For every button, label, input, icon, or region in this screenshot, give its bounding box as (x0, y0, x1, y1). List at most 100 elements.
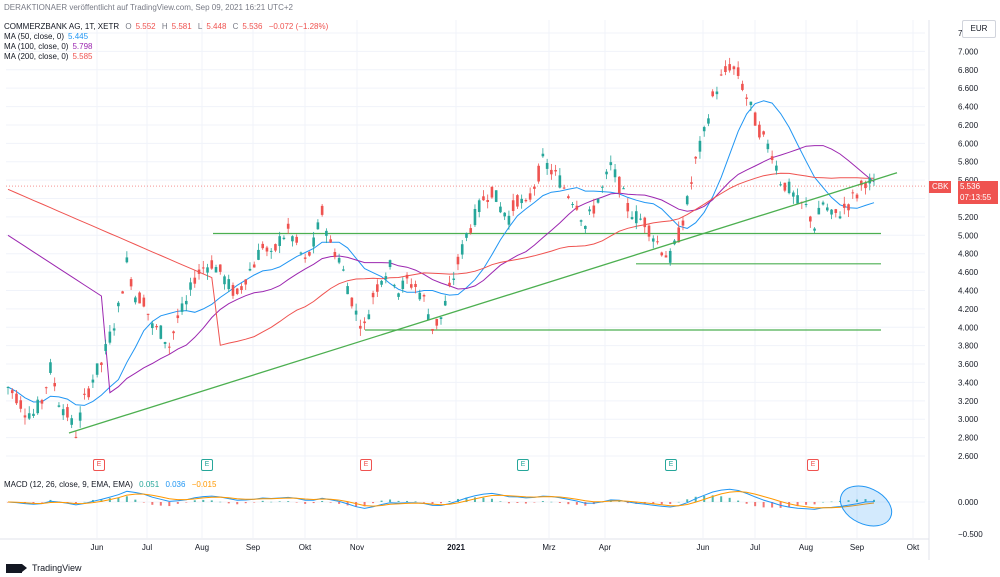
ma200-legend[interactable]: MA (200, close, 0) 5.585 (4, 52, 93, 61)
candle-body (329, 239, 332, 243)
candle-body (376, 284, 379, 292)
candle-body (575, 205, 579, 210)
macd-histogram-bar (312, 502, 315, 504)
moving-average-line (7, 145, 875, 394)
candle-body (142, 297, 146, 307)
candle-body (138, 292, 141, 304)
macd-hist-value: 0.051 (139, 480, 160, 489)
candle-body (218, 264, 222, 272)
trendline (68, 172, 898, 434)
candle-body (265, 247, 269, 252)
price-axis: 7.2007.0006.8006.6006.4006.2006.0005.800… (928, 20, 979, 560)
candle-body (231, 285, 235, 296)
macd-histogram-bar (278, 501, 281, 502)
x-tick-label: Apr (599, 543, 612, 552)
y-tick-label: 6.600 (958, 84, 979, 93)
candle-body (605, 171, 608, 175)
ma100-legend[interactable]: MA (100, close, 0) 5.798 (4, 42, 93, 51)
y-tick-label: 2.800 (958, 434, 979, 443)
macd-histogram-bar (830, 501, 833, 503)
currency-badge[interactable]: EUR (962, 20, 996, 38)
change-value: −0.072 (−1.28%) (268, 22, 329, 31)
macd-histogram-bar (754, 502, 757, 507)
y-tick-label: 4.800 (958, 250, 979, 259)
candle-body (435, 318, 439, 326)
x-tick-label: Nov (350, 543, 364, 552)
x-tick-label: 2021 (447, 543, 465, 552)
symbol-name[interactable]: COMMERZBANK AG, 1T, XETR (4, 22, 120, 31)
candle-body (859, 180, 863, 186)
candle-body (346, 286, 349, 295)
earnings-event-icon[interactable]: E (201, 459, 213, 471)
candle-body (295, 236, 298, 243)
macd-histogram-bar (558, 502, 561, 503)
candle-body (626, 202, 630, 212)
macd-histogram-bar (151, 502, 154, 505)
candle-body (656, 241, 659, 243)
earnings-event-icon[interactable]: E (665, 459, 677, 471)
macd-histogram-bar (40, 502, 43, 503)
candle-body (184, 300, 188, 305)
candle-body (630, 217, 634, 219)
macd-histogram-bar (74, 502, 77, 504)
candle-body (354, 310, 358, 315)
macd-legend[interactable]: MACD (12, 26, close, 9, EMA, EMA) 0.051 … (4, 480, 217, 489)
macd-histogram-bar (762, 502, 765, 508)
earnings-event-icon[interactable]: E (360, 459, 372, 471)
candle-body (443, 300, 447, 306)
candle-body (694, 156, 698, 159)
macd-histogram-bar (244, 502, 247, 504)
macd-histogram-bar (134, 499, 137, 502)
macd-histogram-bar (567, 502, 570, 505)
earnings-event-icon[interactable]: E (93, 459, 105, 471)
candle-body (252, 264, 256, 268)
candle-body (278, 236, 281, 246)
earnings-event-icon[interactable]: E (517, 459, 529, 471)
candle-body (647, 225, 651, 237)
candle-body (486, 199, 489, 202)
candle-body (439, 317, 443, 320)
symbol-line[interactable]: COMMERZBANK AG, 1T, XETR O 5.552 H 5.581 L… (4, 22, 329, 31)
bar-countdown: 07:13:55 (958, 192, 998, 204)
macd-histogram-bar (159, 502, 162, 506)
candle-body (448, 282, 451, 286)
macd-histogram-bar (355, 502, 358, 507)
candle-body (401, 280, 405, 289)
macd-histogram-bar (618, 501, 621, 502)
candle-body (690, 182, 693, 184)
candle-body (342, 269, 345, 271)
y-tick-label: 2.600 (958, 452, 979, 461)
candle-body (125, 257, 129, 263)
candle-body (460, 244, 464, 255)
tradingview-logo[interactable]: TradingView (6, 563, 82, 573)
candle-body (367, 314, 371, 320)
y-tick-label: 7.000 (958, 47, 979, 56)
ma50-legend[interactable]: MA (50, close, 0) 5.445 (4, 32, 89, 41)
candle-body (163, 341, 167, 344)
y-tick-label: 4.000 (958, 323, 979, 332)
candle-body (422, 295, 426, 297)
x-tick-label: Jul (142, 543, 152, 552)
x-tick-label: Okt (299, 543, 312, 552)
macd-signal-value: −0.015 (191, 480, 217, 489)
x-tick-label: Jul (750, 543, 760, 552)
macd-histogram-bar (193, 500, 196, 502)
close-value: 5.536 (242, 22, 263, 31)
chart-grid (6, 20, 925, 538)
candle-body (337, 257, 341, 263)
candle-body (817, 207, 821, 215)
candle-body (197, 269, 201, 274)
candle-body (456, 256, 460, 265)
candle-body (634, 211, 638, 224)
candle-body (193, 277, 197, 284)
candle-body (405, 274, 409, 279)
candle-body (155, 325, 158, 328)
y-tick-label: 4.400 (958, 286, 979, 295)
macd-histogram-bar (864, 499, 867, 502)
candle-body (579, 220, 583, 222)
candle-body (36, 399, 40, 414)
candle-body (206, 267, 209, 273)
macd-histogram-bar (711, 495, 714, 502)
earnings-event-icon[interactable]: E (807, 459, 819, 471)
